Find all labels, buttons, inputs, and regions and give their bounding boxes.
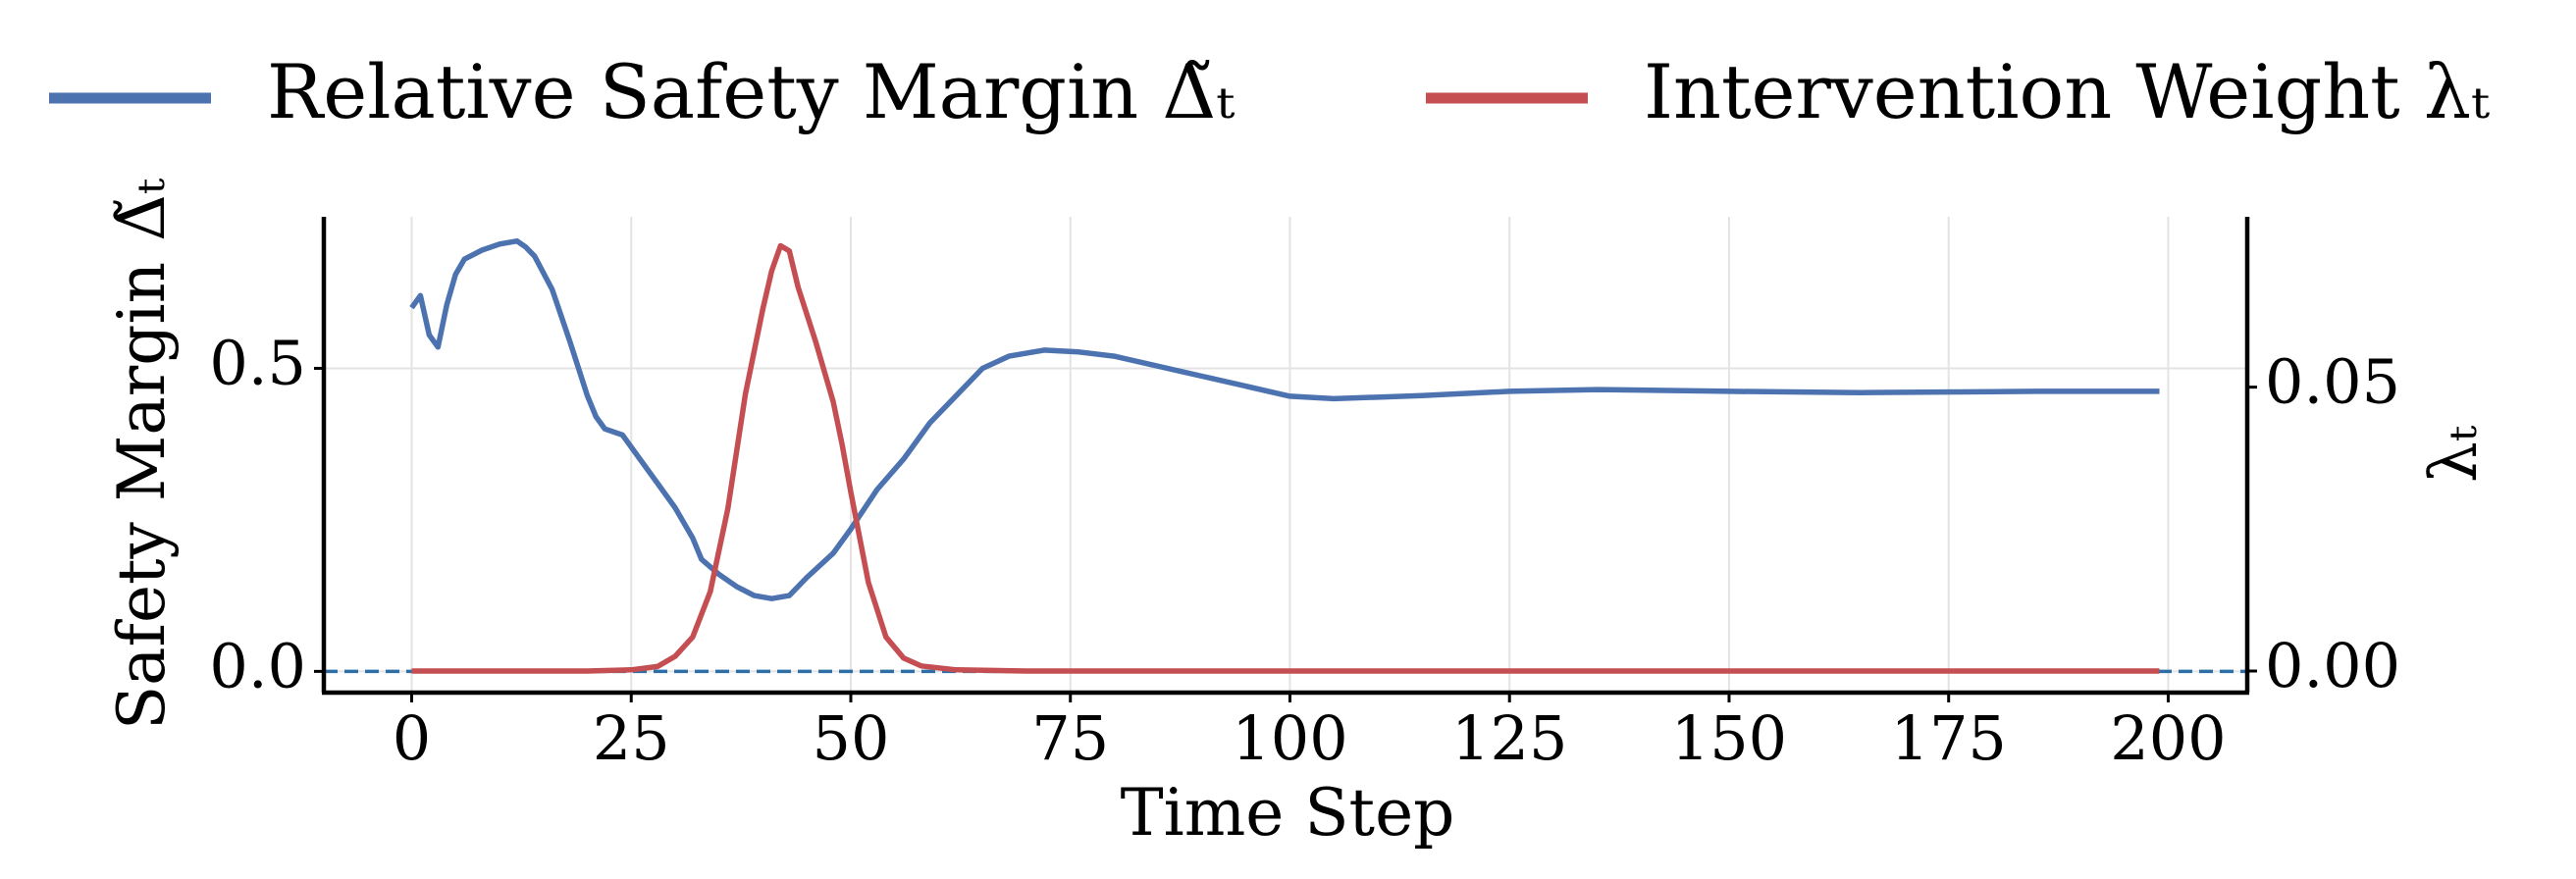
x-tick-label: 25 [593, 702, 670, 774]
x-tick-label: 175 [1891, 702, 2007, 774]
x-tick-label: 0 [393, 702, 431, 774]
y2-axis-label: λₜ [2416, 425, 2492, 483]
x-tick-label: 50 [813, 702, 890, 774]
x-tick-label: 100 [1232, 702, 1347, 774]
legend-label: Intervention Weight λₜ [1644, 48, 2490, 135]
x-tick-label: 125 [1451, 702, 1567, 774]
y2-tick-label: 0.05 [2265, 346, 2400, 418]
series-line [409, 237, 2160, 601]
y-tick-label: 0.5 [209, 328, 306, 399]
x-tick-label: 75 [1031, 702, 1109, 774]
legend-label: Relative Safety Margin Δ̃ₜ [267, 48, 1235, 135]
y-tick-label: 0.0 [209, 630, 306, 701]
y-axis-label: Safety Margin Δ̃ₜ [104, 178, 180, 730]
x-tick-label: 150 [1671, 702, 1787, 774]
y2-tick-label: 0.00 [2265, 630, 2400, 701]
x-axis-label: Time Step [1121, 775, 1455, 851]
series-line [411, 242, 2160, 674]
x-tick-label: 200 [2110, 702, 2226, 774]
